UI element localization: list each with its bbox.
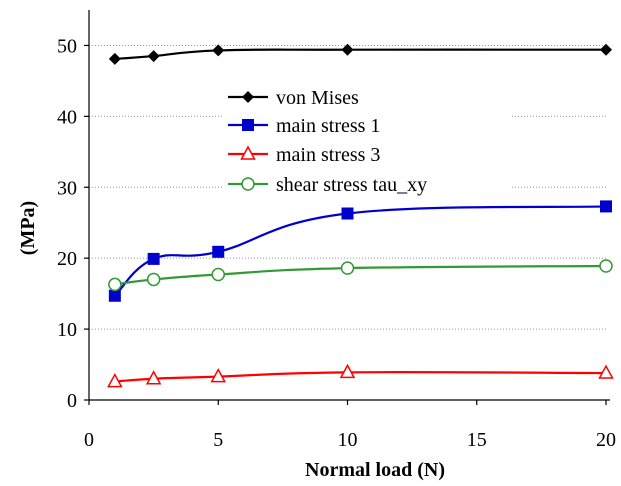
legend-marker [240, 145, 256, 160]
y-tick-label: 10 [57, 319, 77, 341]
data-point [599, 259, 613, 273]
data-point [598, 364, 614, 379]
data-point [145, 370, 162, 385]
data-point [108, 289, 121, 302]
data-point [210, 368, 227, 383]
series-line [114, 371, 607, 383]
legend: von Mises main stress 1 main stress 3 shear… [228, 87, 427, 196]
series-line [114, 48, 607, 61]
x-tick-label: 0 [84, 429, 94, 451]
data-point [147, 50, 160, 63]
legend-item: main stress 1 [228, 115, 380, 137]
data-point [212, 245, 225, 258]
x-tick-label: 15 [467, 429, 487, 451]
data-point [600, 43, 612, 56]
legend-item: von Mises [228, 87, 359, 109]
series-2 [107, 363, 614, 388]
data-point [211, 267, 225, 282]
series-line [114, 205, 607, 297]
y-tick-label: 20 [57, 248, 77, 270]
series-1 [108, 200, 612, 302]
legend-label: von Mises [276, 87, 359, 109]
y-axis-title: (MPa) [17, 201, 39, 255]
legend-label: main stress 3 [276, 144, 380, 166]
series-group [107, 43, 614, 388]
series-0 [108, 43, 612, 65]
data-point [146, 272, 161, 287]
data-point [212, 44, 225, 57]
data-point [341, 43, 354, 56]
data-point [600, 200, 612, 213]
y-tick-labels: 0 10 20 30 40 50 [57, 35, 89, 412]
axes [88, 10, 610, 401]
data-point [147, 252, 160, 265]
legend-marker [241, 177, 255, 191]
data-point [108, 277, 122, 292]
data-point [339, 363, 356, 379]
legend-item: main stress 3 [228, 144, 380, 166]
y-tick-label: 50 [57, 35, 77, 57]
x-tick-labels: 0 5 10 15 20 [84, 400, 616, 451]
data-point [340, 261, 355, 275]
y-tick-label: 0 [67, 390, 77, 412]
x-tick-label: 20 [596, 429, 616, 451]
legend-marker [242, 119, 254, 131]
data-point [107, 372, 123, 388]
series-line [114, 264, 607, 286]
series-3 [108, 259, 613, 292]
data-point [341, 207, 354, 220]
legend-marker [242, 91, 254, 103]
legend-label: main stress 1 [276, 115, 380, 137]
x-tick-label: 10 [338, 429, 358, 451]
x-tick-label: 5 [213, 429, 223, 451]
data-point [108, 52, 121, 65]
legend-label: shear stress tau_xy [276, 174, 427, 196]
y-tick-label: 40 [57, 106, 77, 128]
y-tick-label: 30 [57, 177, 77, 199]
legend-item: shear stress tau_xy [228, 174, 427, 196]
x-axis-title: Normal load (N) [305, 459, 445, 481]
